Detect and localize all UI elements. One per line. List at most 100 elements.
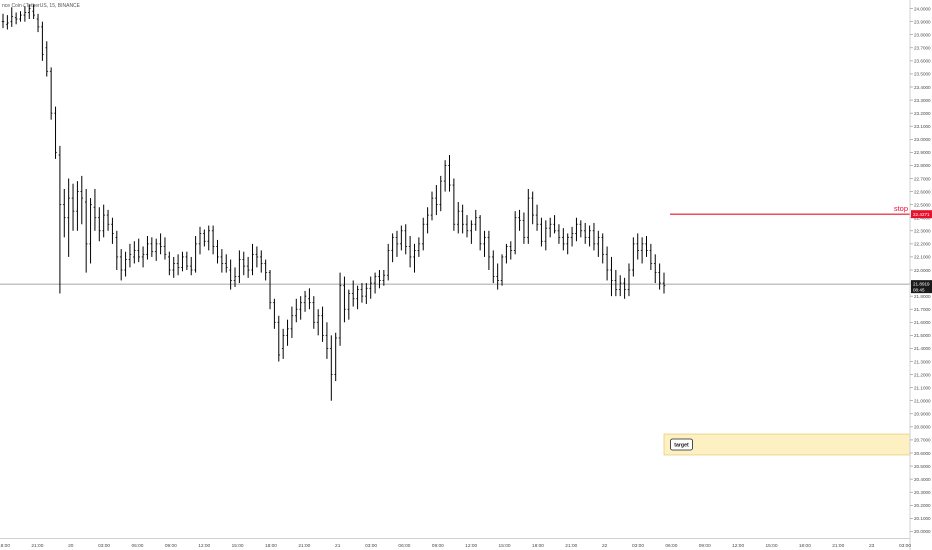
price-tick-label: 20.6000 <box>914 451 931 456</box>
ohlc-bar <box>597 230 600 257</box>
ohlc-bar <box>198 226 202 255</box>
ohlc-bar <box>58 145 62 294</box>
time-tick-label: 21 <box>335 543 341 549</box>
price-tick-label: 22.3000 <box>914 229 931 234</box>
ohlc-bar <box>316 309 320 336</box>
time-tick-label: 06:00 <box>131 543 143 549</box>
ohlc-bar <box>238 250 241 284</box>
ohlc-bar <box>150 237 154 257</box>
ohlc-bar <box>540 217 543 247</box>
price-tick-label: 23.4000 <box>914 85 931 90</box>
ohlc-bar <box>483 230 486 257</box>
ohlc-bar <box>478 215 482 251</box>
time-tick-label: 09:00 <box>699 543 711 549</box>
ohlc-bar <box>6 15 9 30</box>
time-axis: 18:00 21:00 20 03:00 06:00 09:00 12:00 15:00 18:… <box>0 538 911 549</box>
ohlc-bar <box>1 13 5 29</box>
ohlc-bar <box>242 251 246 276</box>
ohlc-bar <box>505 243 508 264</box>
price-tick-label: 22.7000 <box>914 176 931 181</box>
ohlc-bar <box>343 276 346 323</box>
ohlc-bar <box>548 217 552 238</box>
ohlc-bar <box>224 254 228 273</box>
price-tick-label: 22.9000 <box>914 150 931 155</box>
price-tick-label: 23.6000 <box>914 59 931 64</box>
ohlc-bar <box>443 160 447 192</box>
time-tick-label: 09:00 <box>165 543 177 549</box>
ohlc-bar <box>579 220 583 238</box>
ohlc-bar <box>163 237 167 260</box>
time-tick-label: 15:00 <box>232 543 244 549</box>
ohlc-bar <box>421 217 425 251</box>
ohlc-bar <box>84 188 88 273</box>
price-tick-label: 22.1000 <box>914 255 931 260</box>
ohlc-bar <box>290 306 294 338</box>
price-tick-label: 21.0000 <box>914 399 931 404</box>
ohlc-bar <box>404 224 408 255</box>
ohlc-bar <box>623 277 626 299</box>
price-tick-label: 20.9000 <box>914 412 931 417</box>
price-tick-label: 20.3000 <box>914 490 931 495</box>
ohlc-bar <box>601 233 605 264</box>
time-tick-label: 03:00 <box>632 543 644 549</box>
ohlc-bar <box>386 243 390 281</box>
price-tick-label: 20.2000 <box>914 503 931 508</box>
ohlc-bar <box>62 188 66 238</box>
ohlc-bar <box>645 236 648 257</box>
ohlc-bar <box>303 290 307 312</box>
ohlc-bar <box>395 230 399 257</box>
price-tick-label: 21.1000 <box>914 385 931 390</box>
time-tick-label: 03:00 <box>98 543 110 549</box>
ohlc-bar <box>115 230 119 270</box>
price-tick-label: 23.2000 <box>914 111 931 116</box>
stop-label: stop <box>894 204 908 213</box>
price-tick-label: 20.4000 <box>914 477 931 482</box>
ohlc-bar <box>321 306 324 342</box>
ohlc-bar <box>259 250 263 273</box>
ohlc-bar <box>338 272 342 346</box>
ohlc-bar <box>67 178 70 257</box>
ohlc-bar <box>255 246 259 268</box>
ohlc-bar <box>487 230 491 270</box>
ohlc-bar <box>553 215 556 234</box>
ohlc-bar <box>312 296 316 329</box>
ohlc-bars <box>1 4 666 401</box>
ohlc-bar <box>189 256 193 276</box>
ohlc-bar <box>500 254 504 286</box>
stop-price-badge <box>911 210 932 219</box>
ohlc-bar <box>544 220 548 251</box>
ohlc-bar <box>562 228 565 251</box>
price-tick-label: 21.4000 <box>914 346 931 351</box>
last-price-label: 21.8919 <box>913 282 930 287</box>
ohlc-bar <box>128 243 132 268</box>
ohlc-bar <box>373 272 377 294</box>
ohlc-bar <box>76 181 79 231</box>
ohlc-bar <box>369 276 373 299</box>
price-tick-label: 22.8000 <box>914 163 931 168</box>
ohlc-bar <box>141 246 145 268</box>
ohlc-bar <box>513 211 517 255</box>
ohlc-bar <box>299 296 302 320</box>
ohlc-bar <box>465 215 469 238</box>
ohlc-bar <box>19 11 22 22</box>
price-tick-label: 20.5000 <box>914 464 931 469</box>
ohlc-bar <box>426 207 429 234</box>
ohlc-bar <box>308 288 311 310</box>
ohlc-bar <box>98 207 101 242</box>
time-tick-label: 18:00 <box>0 543 10 549</box>
price-tick-label: 22.6000 <box>914 189 931 194</box>
ohlc-bar <box>610 256 613 297</box>
time-tick-label: 21:00 <box>565 543 577 549</box>
ohlc-bar <box>286 319 289 346</box>
price-tick-label: 24.0000 <box>914 6 931 11</box>
ohlc-bar <box>36 13 40 33</box>
price-tick-label: 20.7000 <box>914 438 931 443</box>
ohlc-bar <box>185 251 189 270</box>
ohlc-bar <box>229 259 232 290</box>
ohlc-bar <box>133 241 136 264</box>
price-tick-label: 23.7000 <box>914 46 931 51</box>
ohlc-bar <box>351 280 355 307</box>
ohlc-bar <box>570 226 574 247</box>
